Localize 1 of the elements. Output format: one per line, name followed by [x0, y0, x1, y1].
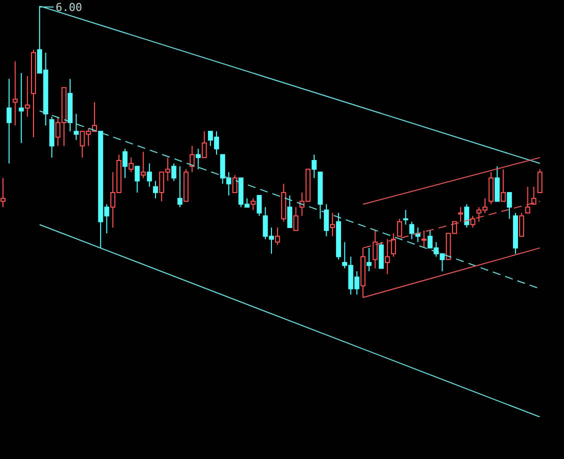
annotation: 6.00 [56, 1, 82, 14]
